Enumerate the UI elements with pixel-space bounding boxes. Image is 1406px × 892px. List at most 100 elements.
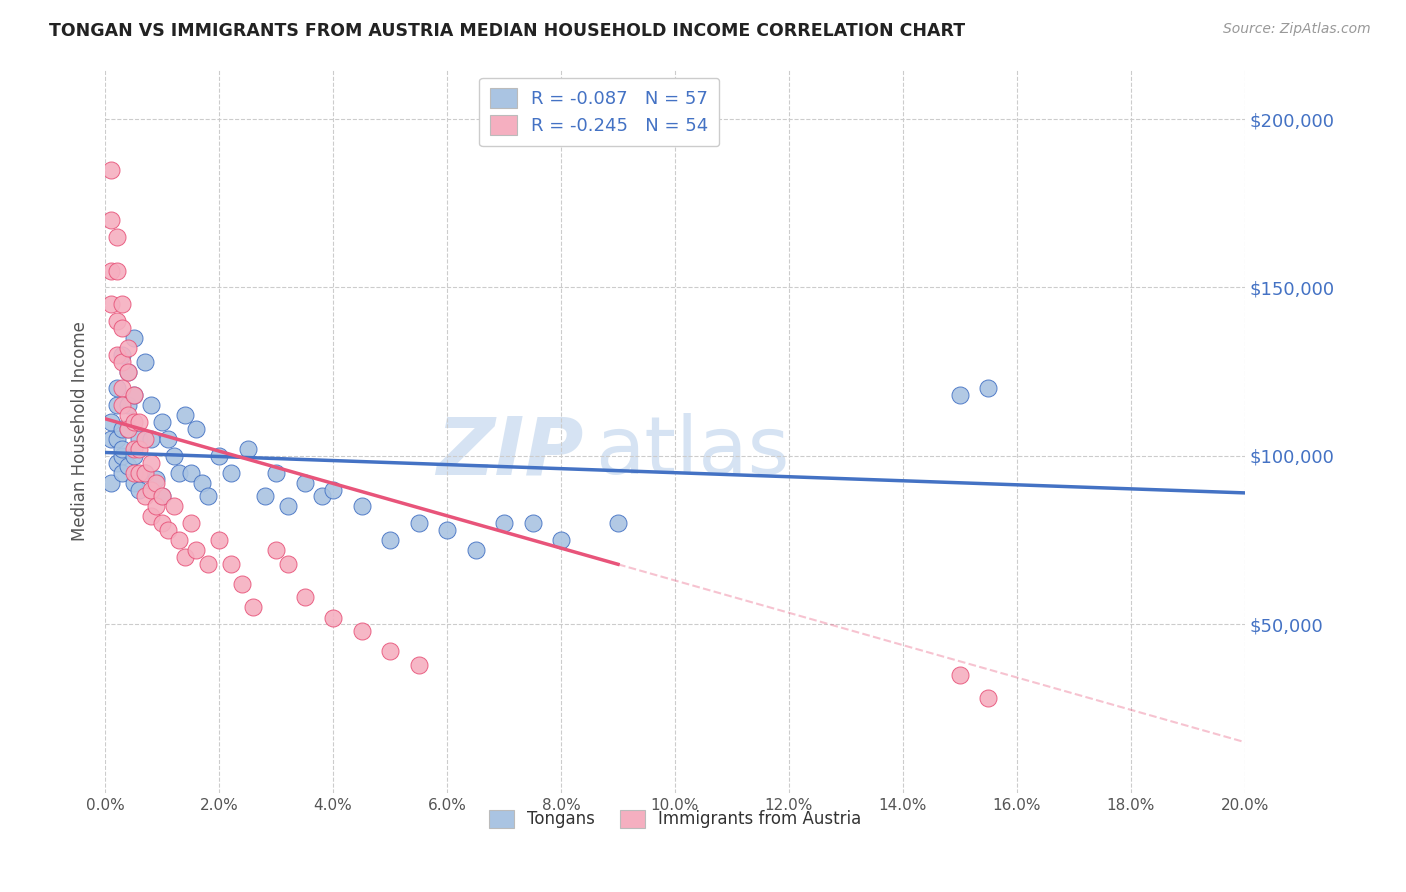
Point [139, 398, 162, 412]
Point [253, 489, 276, 503]
Text: Source: ZipAtlas.com: Source: ZipAtlas.com [1223, 22, 1371, 37]
Point [105, 432, 128, 446]
Point [150, 489, 173, 503]
Point [242, 600, 264, 615]
Point [156, 523, 179, 537]
Point [100, 213, 122, 227]
Point [139, 509, 162, 524]
Point [378, 644, 401, 658]
Point [100, 162, 122, 177]
Point [408, 657, 430, 672]
Point [436, 523, 458, 537]
Point [180, 466, 202, 480]
Point [174, 409, 197, 423]
Point [277, 500, 299, 514]
Point [128, 432, 150, 446]
Point [464, 543, 486, 558]
Point [150, 415, 173, 429]
Point [162, 500, 184, 514]
Point [294, 475, 316, 490]
Point [134, 432, 156, 446]
Point [100, 432, 122, 446]
Point [134, 466, 156, 480]
Point [128, 483, 150, 497]
Point [197, 489, 219, 503]
Point [350, 500, 373, 514]
Point [219, 466, 242, 480]
Point [117, 365, 139, 379]
Point [311, 489, 333, 503]
Point [117, 458, 139, 473]
Point [111, 321, 134, 335]
Point [105, 230, 128, 244]
Point [122, 475, 145, 490]
Point [100, 475, 122, 490]
Point [264, 543, 287, 558]
Point [156, 432, 179, 446]
Text: ZIP: ZIP [436, 413, 583, 491]
Point [977, 691, 1000, 706]
Point [322, 610, 344, 624]
Point [105, 263, 128, 277]
Point [105, 382, 128, 396]
Point [134, 354, 156, 368]
Point [111, 348, 134, 362]
Text: TONGAN VS IMMIGRANTS FROM AUSTRIA MEDIAN HOUSEHOLD INCOME CORRELATION CHART: TONGAN VS IMMIGRANTS FROM AUSTRIA MEDIAN… [49, 22, 966, 40]
Point [197, 557, 219, 571]
Point [277, 557, 299, 571]
Point [122, 449, 145, 463]
Point [145, 472, 167, 486]
Point [122, 388, 145, 402]
Point [105, 456, 128, 470]
Point [322, 483, 344, 497]
Point [105, 398, 128, 412]
Point [117, 341, 139, 355]
Point [236, 442, 259, 456]
Point [522, 516, 544, 531]
Legend: Tongans, Immigrants from Austria: Tongans, Immigrants from Austria [482, 803, 868, 835]
Point [139, 483, 162, 497]
Point [122, 442, 145, 456]
Point [191, 475, 214, 490]
Point [134, 489, 156, 503]
Y-axis label: Median Household Income: Median Household Income [72, 320, 89, 541]
Point [128, 415, 150, 429]
Point [111, 382, 134, 396]
Point [169, 533, 191, 547]
Point [186, 543, 208, 558]
Point [208, 533, 231, 547]
Point [117, 398, 139, 412]
Point [117, 365, 139, 379]
Point [100, 297, 122, 311]
Point [208, 449, 231, 463]
Point [550, 533, 572, 547]
Point [128, 466, 150, 480]
Point [169, 466, 191, 480]
Point [111, 297, 134, 311]
Point [150, 516, 173, 531]
Point [494, 516, 516, 531]
Point [100, 263, 122, 277]
Point [111, 449, 134, 463]
Point [139, 432, 162, 446]
Point [111, 398, 134, 412]
Point [186, 422, 208, 436]
Point [117, 422, 139, 436]
Point [180, 516, 202, 531]
Point [350, 624, 373, 638]
Point [150, 489, 173, 503]
Point [231, 577, 253, 591]
Point [294, 591, 316, 605]
Point [105, 348, 128, 362]
Point [111, 442, 134, 456]
Point [122, 415, 145, 429]
Point [219, 557, 242, 571]
Point [145, 475, 167, 490]
Point [264, 466, 287, 480]
Point [977, 382, 1000, 396]
Point [128, 442, 150, 456]
Point [378, 533, 401, 547]
Point [949, 667, 972, 681]
Point [162, 449, 184, 463]
Point [111, 466, 134, 480]
